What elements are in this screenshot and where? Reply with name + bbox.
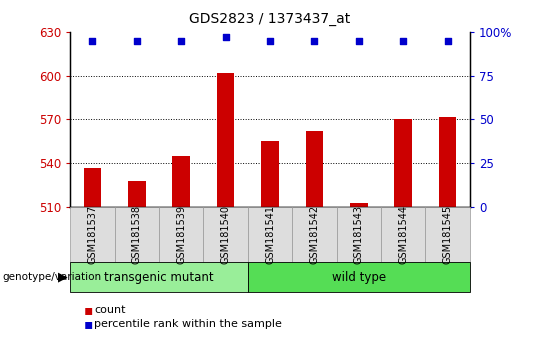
Point [266, 38, 274, 44]
Text: GSM181541: GSM181541 [265, 205, 275, 264]
Point [132, 38, 141, 44]
Bar [128, 181, 146, 207]
Bar [172, 156, 190, 207]
Text: GDS2823 / 1373437_at: GDS2823 / 1373437_at [190, 12, 350, 27]
Bar [350, 203, 368, 207]
Text: percentile rank within the sample: percentile rank within the sample [94, 319, 282, 329]
Point [310, 38, 319, 44]
Text: wild type: wild type [332, 270, 386, 284]
Point [399, 38, 408, 44]
Text: ▶: ▶ [58, 270, 68, 284]
Bar [84, 168, 102, 207]
Text: GSM181540: GSM181540 [221, 205, 231, 264]
Bar [394, 120, 412, 207]
Bar [306, 131, 323, 207]
Text: ▪: ▪ [84, 303, 93, 317]
Text: GSM181538: GSM181538 [132, 205, 142, 264]
Text: transgenic mutant: transgenic mutant [104, 270, 214, 284]
Point [354, 38, 363, 44]
Text: genotype/variation: genotype/variation [3, 272, 102, 282]
Text: GSM181539: GSM181539 [176, 205, 186, 264]
Text: GSM181537: GSM181537 [87, 205, 97, 264]
Text: ▪: ▪ [84, 317, 93, 331]
Text: GSM181543: GSM181543 [354, 205, 364, 264]
Text: GSM181542: GSM181542 [309, 205, 319, 264]
Text: GSM181545: GSM181545 [443, 205, 453, 264]
Bar [217, 73, 234, 207]
Point [177, 38, 186, 44]
Bar [261, 141, 279, 207]
Text: GSM181544: GSM181544 [398, 205, 408, 264]
Point [221, 34, 230, 40]
Point [443, 38, 452, 44]
Point [88, 38, 97, 44]
Bar [438, 116, 456, 207]
Text: count: count [94, 305, 126, 315]
